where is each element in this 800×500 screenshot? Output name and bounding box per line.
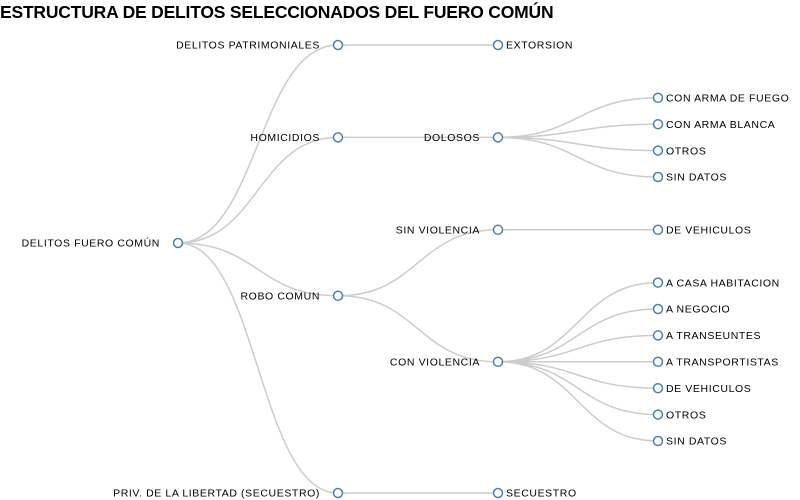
node-label-priv-de-la-libertad-secuestro-d1: PRIV. DE LA LIBERTAD (SECUESTRO) xyxy=(113,488,320,500)
node-circle-extorsion-d2[interactable] xyxy=(492,39,504,51)
node-label-sin-datos-d3: SIN DATOS xyxy=(666,172,727,184)
node-circle-otros-d3[interactable] xyxy=(652,145,664,156)
node-label-a-transportistas-d3: A TRANSPORTISTAS xyxy=(666,356,779,368)
node-label-robo-comun-d1: ROBO COMUN xyxy=(241,290,321,302)
link-con-violencia-to-sin-datos xyxy=(497,361,659,442)
link-con-violencia-to-a-transeuntes xyxy=(497,334,659,363)
link-delitos-fuero-comun-to-robo-comun xyxy=(177,242,339,297)
node-circle-delitos-patrimoniales-d1[interactable] xyxy=(332,39,344,51)
node-label-de-vehiculos-d3: DE VEHICULOS xyxy=(666,224,751,236)
node-label-sin-datos-d3: SIN DATOS xyxy=(666,436,727,448)
node-label-otros-d3: OTROS xyxy=(666,145,706,157)
link-dolosos-to-con-arma-de-fuego xyxy=(497,97,659,139)
link-delitos-fuero-comun-to-homicidios xyxy=(177,136,339,244)
node-circle-a-casa-habitacion-d3[interactable] xyxy=(652,277,664,288)
node-label-secuestro-d2: SECUESTRO xyxy=(506,488,577,500)
tree-node-con-arma-blanca-d3[interactable]: CON ARMA BLANCA xyxy=(652,118,776,131)
node-circle-con-violencia-d2[interactable] xyxy=(492,356,504,368)
tree-node-delitos-fuero-comun-d0[interactable]: DELITOS FUERO COMÚN xyxy=(22,237,184,250)
link-con-violencia-to-otros xyxy=(497,361,659,416)
tree-node-otros-d3[interactable]: OTROS xyxy=(652,409,707,421)
tree-node-delitos-patrimoniales-d1[interactable]: DELITOS PATRIMONIALES xyxy=(176,39,344,52)
link-dolosos-to-con-arma-blanca xyxy=(497,123,659,139)
tree-node-sin-violencia-d2[interactable]: SIN VIOLENCIA xyxy=(396,224,504,236)
node-label-con-arma-de-fuego-d3: CON ARMA DE FUEGO xyxy=(666,92,789,104)
node-label-delitos-fuero-comun-d0: DELITOS FUERO COMÚN xyxy=(22,237,160,250)
node-circle-con-arma-de-fuego-d3[interactable] xyxy=(652,92,664,104)
node-label-a-transeuntes-d3: A TRANSEUNTES xyxy=(666,330,761,342)
node-circle-con-arma-blanca-d3[interactable] xyxy=(652,118,664,130)
tree-node-dolosos-d2[interactable]: DOLOSOS xyxy=(424,132,504,144)
node-label-con-violencia-d2: CON VIOLENCIA xyxy=(390,356,480,368)
tree-node-con-violencia-d2[interactable]: CON VIOLENCIA xyxy=(390,356,504,368)
link-delitos-fuero-comun-to-delitos-patrimoniales xyxy=(177,44,339,244)
node-circle-sin-datos-d3[interactable] xyxy=(652,171,664,183)
link-dolosos-to-sin-datos xyxy=(497,136,659,178)
link-delitos-fuero-comun-to-priv-de-la-libertad-secuestro xyxy=(177,242,339,494)
page-title: ESTRUCTURA DE DELITOS SELECCIONADOS DEL … xyxy=(0,2,554,22)
tree-node-sin-datos-d3[interactable]: SIN DATOS xyxy=(652,435,728,448)
tree-node-a-transeuntes-d3[interactable]: A TRANSEUNTES xyxy=(652,330,762,342)
node-label-con-arma-blanca-d3: CON ARMA BLANCA xyxy=(666,119,775,131)
node-label-sin-violencia-d2: SIN VIOLENCIA xyxy=(396,224,480,236)
node-circle-priv-de-la-libertad-secuestro-d1[interactable] xyxy=(332,487,344,499)
link-robo-comun-to-con-violencia xyxy=(337,295,499,363)
tree-node-robo-comun-d1[interactable]: ROBO COMUN xyxy=(241,290,344,302)
link-robo-comun-to-sin-violencia xyxy=(337,229,499,297)
node-label-extorsion-d2: EXTORSION xyxy=(506,40,573,52)
node-circle-otros-d3[interactable] xyxy=(652,409,664,420)
tree-node-secuestro-d2[interactable]: SECUESTRO xyxy=(492,487,577,500)
node-circle-a-negocio-d3[interactable] xyxy=(652,303,664,315)
tree-node-priv-de-la-libertad-secuestro-d1[interactable]: PRIV. DE LA LIBERTAD (SECUESTRO) xyxy=(113,487,344,500)
tree-node-de-vehiculos-d3[interactable]: DE VEHICULOS xyxy=(652,382,752,395)
tree-node-a-transportistas-d3[interactable]: A TRANSPORTISTAS xyxy=(652,356,779,368)
tree-node-sin-datos-d3[interactable]: SIN DATOS xyxy=(652,171,728,184)
node-label-dolosos-d2: DOLOSOS xyxy=(424,132,480,144)
nodes-layer: DELITOS FUERO COMÚN DELITOS PATRIMONIALES… xyxy=(22,39,790,500)
link-dolosos-to-otros xyxy=(497,136,659,152)
tree-node-de-vehiculos-d3[interactable]: DE VEHICULOS xyxy=(652,224,752,236)
node-circle-sin-violencia-d2[interactable] xyxy=(492,224,504,236)
link-con-violencia-to-a-negocio xyxy=(497,308,659,363)
node-circle-secuestro-d2[interactable] xyxy=(492,487,504,499)
node-label-a-casa-habitacion-d3: A CASA HABITACION xyxy=(666,277,780,289)
node-circle-homicidios-d1[interactable] xyxy=(332,132,344,143)
node-label-homicidios-d1: HOMICIDIOS xyxy=(250,132,320,144)
tree-node-a-casa-habitacion-d3[interactable]: A CASA HABITACION xyxy=(652,277,780,289)
node-circle-a-transeuntes-d3[interactable] xyxy=(652,330,664,341)
node-label-delitos-patrimoniales-d1: DELITOS PATRIMONIALES xyxy=(176,40,320,52)
links-layer xyxy=(177,44,659,494)
node-circle-a-transportistas-d3[interactable] xyxy=(652,356,664,368)
node-label-de-vehiculos-d3: DE VEHICULOS xyxy=(666,383,751,395)
node-label-a-negocio-d3: A NEGOCIO xyxy=(666,304,730,316)
node-circle-de-vehiculos-d3[interactable] xyxy=(652,224,664,236)
link-con-violencia-to-a-casa-habitacion xyxy=(497,281,659,363)
tree-node-extorsion-d2[interactable]: EXTORSION xyxy=(492,39,574,52)
tree-node-con-arma-de-fuego-d3[interactable]: CON ARMA DE FUEGO xyxy=(652,92,790,104)
node-circle-dolosos-d2[interactable] xyxy=(492,132,504,143)
node-circle-robo-comun-d1[interactable] xyxy=(332,290,344,302)
node-circle-de-vehiculos-d3[interactable] xyxy=(652,382,664,394)
link-con-violencia-to-de-vehiculos xyxy=(497,361,659,389)
tree-node-a-negocio-d3[interactable]: A NEGOCIO xyxy=(652,303,731,316)
node-label-otros-d3: OTROS xyxy=(666,409,706,421)
node-circle-sin-datos-d3[interactable] xyxy=(652,435,664,447)
tree-node-homicidios-d1[interactable]: HOMICIDIOS xyxy=(250,132,344,144)
tree-node-otros-d3[interactable]: OTROS xyxy=(652,145,707,157)
node-circle-delitos-fuero-comun-d0[interactable] xyxy=(172,237,184,249)
